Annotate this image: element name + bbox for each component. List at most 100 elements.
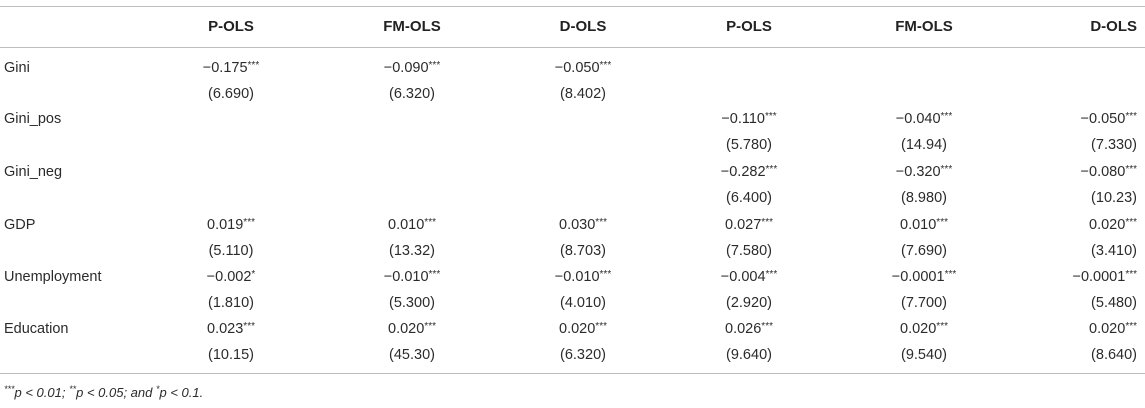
coefficient-value: −0.010 bbox=[383, 269, 429, 285]
coefficient-cell: 0.023*** bbox=[171, 320, 291, 338]
tstat-cell: (8.980) bbox=[901, 190, 947, 206]
coefficient-value: −0.004 bbox=[720, 269, 766, 285]
significance-stars: *** bbox=[1125, 269, 1137, 280]
coefficient-value: 0.020 bbox=[559, 321, 596, 337]
col-header-6: D-OLS bbox=[1090, 18, 1137, 35]
coefficient-cell: −0.175*** bbox=[171, 59, 291, 77]
significance-stars: * bbox=[251, 269, 256, 280]
coefficient-value: −0.0001 bbox=[1072, 269, 1126, 285]
tstat-cell: (4.010) bbox=[560, 295, 606, 311]
significance-stars: *** bbox=[243, 217, 255, 228]
coefficient-cell: −0.080*** bbox=[1081, 163, 1137, 181]
coefficient-value: 0.026 bbox=[725, 321, 762, 337]
coefficient-cell: −0.010*** bbox=[523, 268, 643, 286]
tstat-cell: (45.30) bbox=[389, 347, 435, 363]
tstat-cell: (9.540) bbox=[901, 347, 947, 363]
significance-stars: *** bbox=[765, 164, 778, 175]
significance-stars: *** bbox=[936, 217, 948, 228]
coefficient-value: 0.010 bbox=[388, 217, 425, 233]
significance-stars: *** bbox=[940, 111, 953, 122]
significance-stars: *** bbox=[940, 164, 953, 175]
significance-stars: *** bbox=[595, 217, 607, 228]
tstat-cell: (7.700) bbox=[901, 295, 947, 311]
note-marker-3: * bbox=[155, 384, 160, 394]
row-label: GDP bbox=[4, 217, 36, 233]
coefficient-cell: −0.002* bbox=[171, 268, 291, 286]
coefficient-value: −0.040 bbox=[895, 111, 941, 127]
col-header-5: FM-OLS bbox=[895, 18, 953, 35]
coefficient-value: −0.090 bbox=[383, 60, 429, 76]
bottom-rule bbox=[0, 373, 1145, 374]
significance-stars: *** bbox=[428, 60, 441, 71]
tstat-cell: (7.580) bbox=[726, 243, 772, 259]
significance-stars: *** bbox=[1125, 164, 1137, 175]
tstat-cell: (6.690) bbox=[208, 86, 254, 102]
coefficient-cell: 0.027*** bbox=[689, 216, 809, 234]
row-label: Gini_pos bbox=[4, 111, 62, 127]
coefficient-cell: −0.0001*** bbox=[864, 268, 984, 286]
top-rule bbox=[0, 6, 1145, 7]
row-label: Education bbox=[4, 321, 69, 337]
coefficient-value: 0.010 bbox=[900, 217, 937, 233]
significance-stars: *** bbox=[1125, 217, 1137, 228]
significance-stars: *** bbox=[428, 269, 441, 280]
significance-stars: *** bbox=[765, 111, 777, 122]
note-marker-1: *** bbox=[4, 384, 15, 394]
coefficient-value: −0.110 bbox=[721, 111, 765, 127]
coefficient-value: −0.050 bbox=[554, 60, 600, 76]
tstat-cell: (5.480) bbox=[1091, 295, 1137, 311]
coefficient-value: 0.020 bbox=[900, 321, 937, 337]
note-text-3: p < 0.1. bbox=[159, 385, 204, 400]
coefficient-cell: 0.010*** bbox=[352, 216, 472, 234]
significance-stars: *** bbox=[765, 269, 778, 280]
coefficient-value: −0.320 bbox=[895, 164, 941, 180]
coefficient-cell: −0.320*** bbox=[864, 163, 984, 181]
coefficient-value: −0.010 bbox=[554, 269, 600, 285]
significance-stars: *** bbox=[243, 321, 255, 332]
coefficient-cell: 0.030*** bbox=[523, 216, 643, 234]
note-text-2: p < 0.05; and bbox=[76, 385, 156, 400]
tstat-cell: (6.400) bbox=[726, 190, 772, 206]
tstat-cell: (2.920) bbox=[726, 295, 772, 311]
coefficient-cell: −0.004*** bbox=[689, 268, 809, 286]
row-label: Gini bbox=[4, 60, 30, 76]
tstat-cell: (6.320) bbox=[389, 86, 435, 102]
coefficient-cell: 0.020*** bbox=[1089, 320, 1137, 338]
note-text-1: p < 0.01; bbox=[14, 385, 70, 400]
tstat-cell: (7.330) bbox=[1091, 137, 1137, 153]
coefficient-value: 0.020 bbox=[1089, 217, 1126, 233]
coefficient-cell: 0.020*** bbox=[864, 320, 984, 338]
coefficient-value: −0.050 bbox=[1080, 111, 1126, 127]
coefficient-cell: −0.050*** bbox=[523, 59, 643, 77]
coefficient-cell: −0.0001*** bbox=[1072, 268, 1137, 286]
tstat-cell: (3.410) bbox=[1091, 243, 1137, 259]
coefficient-cell: −0.110*** bbox=[689, 110, 809, 128]
coefficient-value: 0.020 bbox=[1089, 321, 1126, 337]
coefficient-cell: 0.020*** bbox=[523, 320, 643, 338]
tstat-cell: (10.23) bbox=[1091, 190, 1137, 206]
coefficient-value: 0.023 bbox=[207, 321, 244, 337]
significance-stars: *** bbox=[761, 217, 773, 228]
coefficient-cell: 0.019*** bbox=[171, 216, 291, 234]
significance-stars: *** bbox=[599, 60, 612, 71]
coefficient-value: −0.080 bbox=[1080, 164, 1126, 180]
tstat-cell: (5.780) bbox=[726, 137, 772, 153]
coefficient-value: −0.002 bbox=[206, 269, 252, 285]
coefficient-cell: −0.050*** bbox=[1081, 110, 1137, 128]
coefficient-value: 0.030 bbox=[559, 217, 596, 233]
coefficient-cell: 0.020*** bbox=[352, 320, 472, 338]
col-header-2: FM-OLS bbox=[383, 18, 441, 35]
coefficient-value: 0.019 bbox=[207, 217, 244, 233]
row-label: Unemployment bbox=[4, 269, 102, 285]
significance-stars: *** bbox=[936, 321, 948, 332]
note-marker-2: ** bbox=[69, 384, 77, 394]
col-header-4: P-OLS bbox=[726, 18, 772, 35]
significance-stars: *** bbox=[944, 269, 957, 280]
significance-stars: *** bbox=[424, 217, 436, 228]
significance-note: ***p < 0.01; **p < 0.05; and *p < 0.1. bbox=[4, 384, 204, 400]
coefficient-cell: 0.010*** bbox=[864, 216, 984, 234]
coefficient-cell: −0.282*** bbox=[689, 163, 809, 181]
col-header-1: P-OLS bbox=[208, 18, 254, 35]
tstat-cell: (8.640) bbox=[1091, 347, 1137, 363]
